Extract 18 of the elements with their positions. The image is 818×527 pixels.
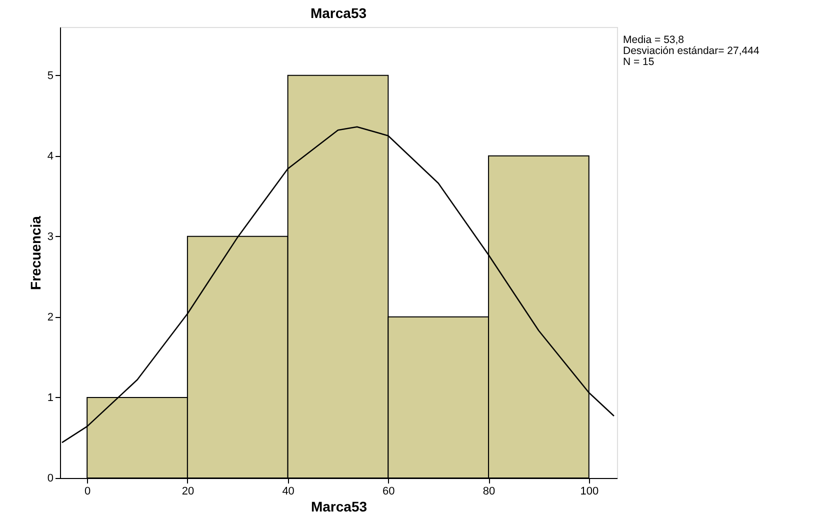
x-tick-label: 0 xyxy=(84,486,91,498)
y-tick-label: 3 xyxy=(47,230,54,243)
text: Desviación estándar= 27,444 xyxy=(623,45,760,57)
x-tick-label: 80 xyxy=(482,486,496,498)
chart-title: Marca53 xyxy=(310,5,367,21)
x-axis-title: Marca53 xyxy=(310,498,368,514)
y-tick-label: 0 xyxy=(47,472,54,484)
text: Media = 53,8 xyxy=(623,34,684,46)
text: N = 15 xyxy=(623,56,654,68)
x-tick-label: 40 xyxy=(282,486,294,498)
y-axis-title: Frecuencia xyxy=(27,216,44,290)
x-tick-label: 100 xyxy=(580,486,599,498)
y-tick-label: 1 xyxy=(47,392,54,404)
y-tick-label: 5 xyxy=(47,70,54,82)
x-tick-label: 20 xyxy=(182,486,194,498)
y-tick-label: 4 xyxy=(47,150,54,162)
y-tick-label: 2 xyxy=(47,311,54,324)
x-tick-label: 60 xyxy=(382,486,395,498)
